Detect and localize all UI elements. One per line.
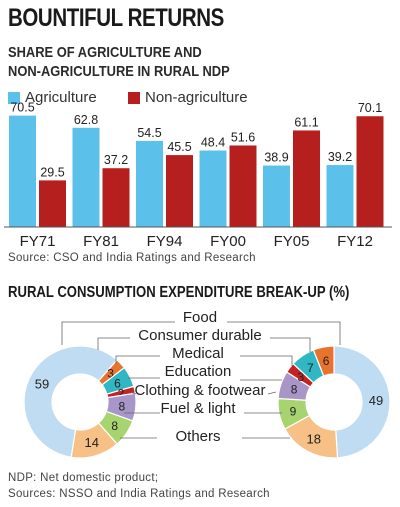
category-label-clothing-footwear: Clothing & footwear — [135, 382, 266, 399]
bar-label-agriculture-fy05: 38.9 — [264, 151, 288, 165]
x-tick-fy71: FY71 — [20, 233, 56, 250]
left-donut-value-food: 3 — [107, 367, 114, 381]
left-donut-value-medical: 2 — [118, 386, 125, 400]
right-donut-value-medical: 3 — [297, 370, 304, 384]
right-donut-value-others: 18 — [307, 431, 321, 446]
right-donut-slice-food-part — [333, 345, 391, 459]
legend-label-agriculture: Agriculture — [25, 89, 97, 106]
footnote-sources: Sources: NSSO and India Ratings and Rese… — [8, 488, 270, 500]
x-tick-fy81: FY81 — [83, 233, 119, 250]
right-donut-slice-food — [312, 345, 335, 377]
right-donut-value-food: 6 — [323, 354, 330, 368]
leader-line-2 — [97, 337, 130, 350]
left-donut-value-fuel-light: 8 — [111, 419, 118, 433]
bar-agriculture-fy05 — [263, 165, 290, 227]
chart1-title-line2: NON-AGRICULTURE IN RURAL NDP — [8, 63, 230, 80]
left-donut-value-food-part: 59 — [35, 377, 49, 392]
bar-label-non-agriculture-fy00: 51.6 — [231, 130, 255, 144]
leader-line-0 — [61, 321, 175, 345]
left-donut-slice-food-part — [23, 345, 118, 458]
bar-agriculture-fy00 — [199, 150, 227, 227]
right-donut-value-food-part: 49 — [369, 393, 383, 408]
category-label-food: Food — [183, 309, 217, 326]
x-tick-fy12: FY12 — [337, 233, 373, 250]
left-donut-value-consumer-durable: 6 — [114, 376, 121, 390]
bar-label-non-agriculture-fy05: 61.1 — [294, 115, 318, 129]
bar-agriculture-fy71 — [9, 115, 36, 227]
bar-agriculture-fy12 — [326, 165, 354, 227]
leader-line-4 — [115, 355, 160, 364]
bar-label-non-agriculture-fy94: 45.5 — [167, 140, 191, 154]
bar-agriculture-fy94 — [136, 140, 163, 227]
footnote-ndp: NDP: Net domestic product; — [8, 472, 159, 484]
bar-label-non-agriculture-fy71: 29.5 — [40, 165, 64, 179]
left-donut-slice-others — [70, 422, 118, 459]
bar-label-non-agriculture-fy81: 37.2 — [104, 153, 128, 167]
bar-non-agriculture-fy05 — [293, 130, 320, 227]
leader-line-9 — [267, 391, 277, 395]
bar-label-non-agriculture-fy12: 70.1 — [358, 101, 382, 115]
category-label-education: Education — [165, 363, 232, 380]
source-note-1: Source: CSO and India Ratings and Resear… — [8, 252, 256, 264]
right-donut-value-fuel-light: 9 — [290, 405, 297, 419]
left-donut-value-others: 14 — [84, 435, 98, 450]
bar-label-agriculture-fy81: 62.8 — [74, 113, 98, 127]
right-donut-value-consumer-durable: 7 — [307, 361, 314, 375]
legend-agriculture: Agriculture — [8, 89, 97, 106]
chart2-title: RURAL CONSUMPTION EXPENDITURE BREAK-UP (… — [8, 284, 350, 301]
bar-label-agriculture-fy12: 39.2 — [328, 150, 352, 164]
chart1-title-line1: SHARE OF AGRICULTURE AND — [8, 44, 202, 61]
category-label-consumer-durable: Consumer durable — [138, 327, 261, 344]
x-tick-fy00: FY00 — [210, 233, 246, 250]
bar-non-agriculture-fy94 — [166, 155, 193, 227]
bar-label-agriculture-fy94: 54.5 — [137, 126, 161, 140]
bar-label-agriculture-fy00: 48.4 — [201, 136, 225, 150]
legend-swatch-agriculture — [8, 91, 20, 104]
category-label-fuel-light: Fuel & light — [160, 400, 236, 417]
x-tick-fy05: FY05 — [274, 233, 310, 250]
leader-line-1 — [227, 321, 341, 345]
main-title: BOUNTIFUL RETURNS — [8, 4, 224, 32]
leader-line-8 — [129, 391, 137, 395]
leader-line-5 — [240, 355, 293, 366]
bar-non-agriculture-fy81 — [102, 168, 130, 227]
category-label-medical: Medical — [172, 345, 224, 362]
bar-non-agriculture-fy12 — [356, 116, 384, 227]
legend-label-non-agriculture: Non-agriculture — [145, 89, 248, 106]
right-donut-value-clothing-footwear: 8 — [291, 383, 298, 397]
left-donut-value-clothing-footwear: 8 — [118, 399, 125, 413]
bar-non-agriculture-fy71 — [39, 180, 66, 227]
x-tick-fy94: FY94 — [147, 233, 183, 250]
bar-non-agriculture-fy00 — [229, 145, 257, 227]
category-label-others: Others — [175, 428, 220, 445]
bar-agriculture-fy81 — [72, 127, 100, 227]
legend-non-agriculture: Non-agriculture — [128, 89, 248, 106]
legend-swatch-non-agriculture — [128, 91, 140, 104]
leader-line-3 — [270, 337, 311, 352]
bar-label-agriculture-fy71: 70.5 — [10, 101, 34, 115]
